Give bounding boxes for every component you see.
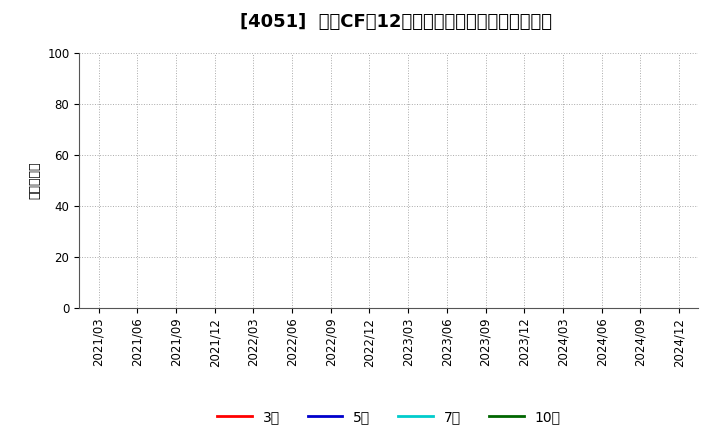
Text: [4051]  投資CFの12か月移動合計の標準偏差の推移: [4051] 投資CFの12か月移動合計の標準偏差の推移 bbox=[240, 13, 552, 31]
Y-axis label: （百万円）: （百万円） bbox=[29, 161, 42, 199]
Legend: 3年, 5年, 7年, 10年: 3年, 5年, 7年, 10年 bbox=[211, 404, 567, 429]
